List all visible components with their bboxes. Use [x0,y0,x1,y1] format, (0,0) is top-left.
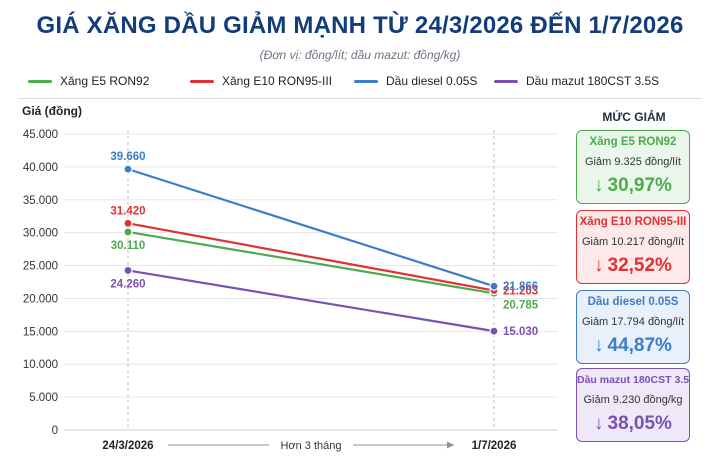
legend-label-mazut: Dầu mazut 180CST 3.5S [526,74,660,88]
data-label-diesel: 21.866 [503,281,538,293]
reduction-percent-value: 38,05% [607,413,672,434]
reduction-card: Dầu mazut 180CST 3.5S Giảm 9.230 đồng/kg ↓… [576,368,690,442]
y-tick-label: 35.000 [23,195,58,207]
series-line-mazut [127,269,495,333]
x-tick-label: 1/7/2026 [472,440,517,452]
reduction-card-title: Xăng E10 RON95-III [579,216,687,228]
data-label-xang_e10: 21.203 [503,286,538,298]
legend-item-mazut: Dầu mazut 180CST 3.5S [494,74,659,88]
period-arrow-head [447,441,454,449]
reduction-percent-value: 44,87% [607,335,672,356]
series-line-diesel [127,168,495,288]
reduction-percent-value: 30,97% [607,175,672,196]
legend-swatch-xang-e5 [28,79,52,83]
reduction-amount: Giảm 9.325 đồng/lít [584,156,681,168]
arrow-down-icon: ↓ [594,255,604,276]
reduction-amount: Giảm 17.794 đồng/lít [581,316,685,328]
reduction-card-title: Dầu mazut 180CST 3.5S [577,374,690,386]
legend-swatch-xang-e10 [190,79,214,83]
data-point-diesel [123,164,133,174]
page-title: GIÁ XĂNG DẦU GIẢM MẠNH TỪ 24/3/2026 ĐẾN … [36,12,684,39]
data-label-xang_e10: 31.420 [110,205,145,217]
chart-legend: Xăng E5 RON92 Xăng E10 RON95-III Dầu die… [0,74,720,94]
y-tick-label: 40.000 [23,162,58,174]
y-tick-label: 25.000 [23,261,58,273]
data-point-xang_e5 [123,227,133,237]
reduction-percent: ↓ 32,52% [577,251,689,281]
reduction-percent: ↓ 30,97% [577,171,689,201]
y-tick-label: 5.000 [29,392,58,404]
reduction-panel-title: MỨC GIẢM [602,110,666,124]
reduction-card: Xăng E10 RON95-III Giảm 10.217 đồng/lít ↓ 3… [576,210,690,284]
y-axis-label: Giá (đồng) [22,104,82,118]
data-point-mazut [489,326,499,336]
y-tick-label: 15.000 [23,326,58,338]
data-label-xang_e5: 20.785 [503,299,539,311]
legend-label-diesel: Dầu diesel 0.05S [386,74,478,88]
unit-subtitle: (Đơn vị: đồng/lít; dầu mazut: đồng/kg) [259,48,461,62]
data-label-mazut: 24.260 [110,278,145,290]
legend-swatch-diesel [354,79,378,83]
series-line-xang_e5 [127,230,495,295]
reduction-card: Xăng E5 RON92 Giảm 9.325 đồng/lít ↓ 30,97% [576,130,690,204]
legend-label-xang-e5: Xăng E5 RON92 [60,74,150,88]
arrow-down-icon: ↓ [594,175,604,196]
legend-swatch-mazut [494,79,518,83]
reduction-card: Dầu diesel 0.05S Giảm 17.794 đồng/lít ↓ 44,… [576,290,690,364]
data-point-mazut [123,265,133,276]
data-point-xang_e10 [123,218,133,228]
data-label-xang_e5: 30.110 [111,240,146,252]
legend-item-xang-e10: Xăng E10 RON95-III [190,74,332,88]
reduction-percent: ↓ 44,87% [577,331,689,361]
reduction-amount: Giảm 10.217 đồng/lít [581,236,685,248]
y-tick-label: 10.000 [23,359,58,371]
data-label-mazut: 15.030 [503,326,538,338]
legend-divider [18,98,702,99]
data-point-diesel [489,281,499,291]
y-tick-label: 20.000 [23,293,58,305]
y-tick-label: 45.000 [23,129,58,141]
reduction-card-title: Dầu diesel 0.05S [587,296,679,308]
period-label: Hơn 3 tháng [280,440,341,452]
reduction-percent: ↓ 38,05% [577,409,689,439]
arrow-down-icon: ↓ [594,335,604,356]
legend-item-diesel: Dầu diesel 0.05S [354,74,477,88]
legend-item-xang-e5: Xăng E5 RON92 [28,74,149,88]
legend-label-xang-e10: Xăng E10 RON95-III [222,74,333,88]
reduction-percent-value: 32,52% [607,255,672,276]
arrow-down-icon: ↓ [594,413,604,434]
y-tick-label: 0 [52,425,58,437]
series-line-xang_e10 [127,222,495,292]
y-tick-label: 30.000 [23,228,58,240]
reduction-amount: Giảm 9.230 đồng/kg [583,394,683,406]
x-tick-label: 24/3/2026 [102,440,153,452]
reduction-card-title: Xăng E5 RON92 [589,136,677,148]
data-label-diesel: 39.660 [110,151,145,163]
